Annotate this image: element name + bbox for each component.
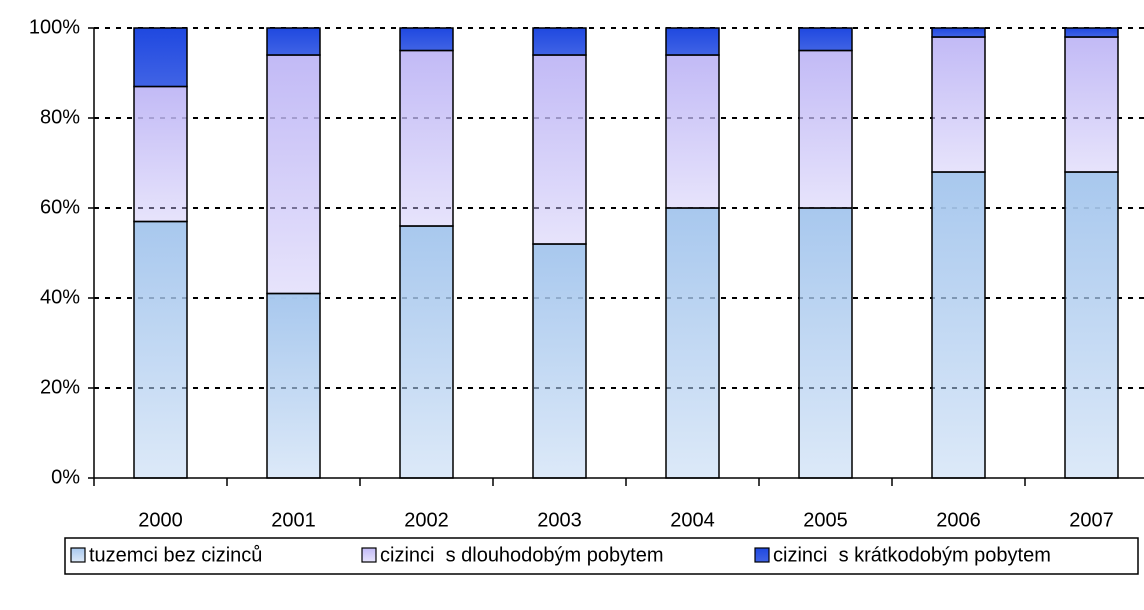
bar-segment bbox=[532, 27, 587, 56]
bar-segment bbox=[399, 225, 454, 479]
bar-segment bbox=[532, 243, 587, 479]
bar-segment bbox=[266, 54, 321, 295]
bar-segment bbox=[1064, 36, 1119, 173]
bar-segment bbox=[665, 54, 720, 209]
legend-box bbox=[64, 537, 1139, 575]
y-tick-label: 20% bbox=[40, 376, 80, 398]
legend-swatch bbox=[70, 547, 86, 563]
y-tick-label: 60% bbox=[40, 196, 80, 218]
x-tick-label: 2007 bbox=[1069, 509, 1114, 531]
y-tick-label: 100% bbox=[29, 16, 80, 38]
bar-segment bbox=[133, 220, 188, 479]
bar-segment bbox=[931, 36, 986, 173]
x-tick-label: 2001 bbox=[271, 509, 316, 531]
bar-segment bbox=[931, 171, 986, 479]
bar-segment bbox=[133, 85, 188, 223]
legend-swatch bbox=[361, 547, 377, 563]
bar-segment bbox=[133, 27, 188, 88]
bar-segment bbox=[931, 27, 986, 38]
bar-segment bbox=[665, 27, 720, 56]
legend-label: cizinci s dlouhodobým pobytem bbox=[380, 544, 663, 566]
x-tick-label: 2002 bbox=[404, 509, 449, 531]
bar-segment bbox=[266, 27, 321, 56]
legend-label: cizinci s krátkodobým pobytem bbox=[773, 544, 1051, 566]
bar-segment bbox=[798, 49, 853, 209]
bar-segment bbox=[1064, 171, 1119, 479]
bar-segment bbox=[798, 27, 853, 52]
y-tick-label: 40% bbox=[40, 286, 80, 308]
bar-segment bbox=[266, 292, 321, 479]
x-tick-label: 2000 bbox=[138, 509, 183, 531]
x-tick-label: 2006 bbox=[936, 509, 981, 531]
legend-label: tuzemci bez cizinců bbox=[89, 544, 262, 566]
bar-segment bbox=[665, 207, 720, 479]
bar-segment bbox=[1064, 27, 1119, 38]
x-tick-label: 2003 bbox=[537, 509, 582, 531]
bar-segment bbox=[798, 207, 853, 479]
bar-segment bbox=[399, 49, 454, 227]
x-tick-label: 2005 bbox=[803, 509, 848, 531]
bar-segment bbox=[532, 54, 587, 245]
bar-segment bbox=[399, 27, 454, 52]
legend-swatch bbox=[754, 547, 770, 563]
x-tick-label: 2004 bbox=[670, 509, 715, 531]
y-tick-label: 0% bbox=[51, 466, 80, 488]
y-tick-label: 80% bbox=[40, 106, 80, 128]
